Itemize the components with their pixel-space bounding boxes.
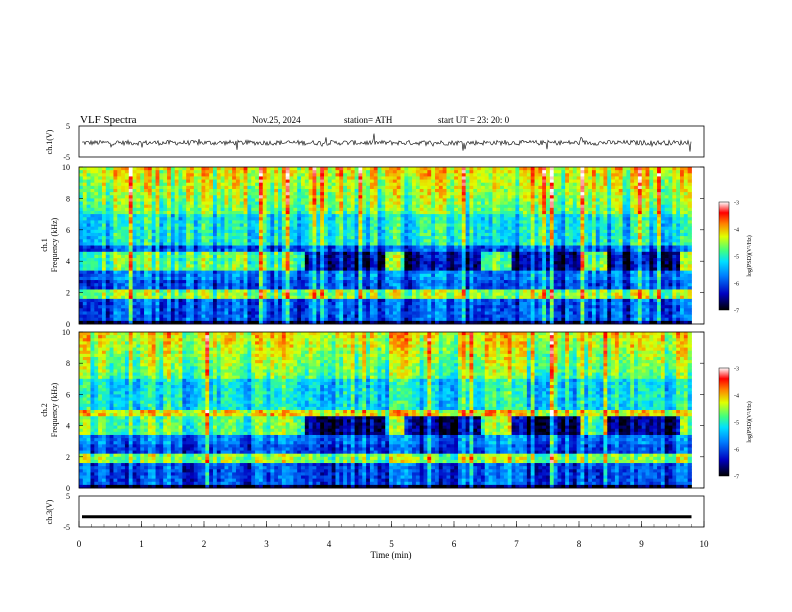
colorbar-tick-label: -4: [734, 394, 739, 400]
xtick-label: 3: [264, 539, 269, 549]
ytick-label: 6: [66, 390, 70, 399]
ytick-label: 4: [66, 422, 70, 431]
colorbar-tick-label: -5: [734, 255, 739, 261]
colorbar-tick-label: -6: [734, 282, 739, 288]
spec1-ylabel-line2: Frequency (kHz): [50, 217, 59, 272]
colorbar-tick-label: -6: [734, 448, 739, 454]
colorbar-ch2-gradient: [718, 367, 730, 477]
ch1-ylabel: ch.1(V): [45, 129, 54, 154]
ytick-label: 10: [62, 163, 70, 172]
colorbar-tick-label: -5: [734, 421, 739, 427]
ch1-ytick-bottom: -5: [63, 153, 70, 162]
panel-ch2-spectrogram: 0 2 4 6 8 10 ch.2 Frequency (kHz): [40, 328, 705, 493]
ytick-label: 0: [66, 320, 70, 329]
xtick-label: 6: [452, 539, 457, 549]
start-time-label: start UT = 23: 20: 0: [438, 115, 510, 125]
x-axis: 0 1 2 3 4 5 6 7 8 9 10: [77, 521, 709, 549]
colorbar-tick-label: -3: [734, 367, 739, 373]
spec1-ylabel-line1: ch.1: [40, 238, 49, 252]
station-label: station= ATH: [344, 115, 393, 125]
panel-ch3-waveform: 5 -5 ch.3(V): [45, 492, 705, 532]
colorbar-ch1-label: log(PSD)(V²/Hz): [746, 235, 753, 276]
ch1-spectrogram-image: [79, 167, 692, 325]
colorbar-ch2-label: log(PSD)(V²/Hz): [746, 401, 753, 442]
x-axis-label: Time (min): [371, 550, 412, 560]
xtick-label: 0: [77, 539, 82, 549]
colorbar-ch1-gradient: [718, 201, 730, 311]
xtick-label: 1: [139, 539, 144, 549]
ch3-ytick-top: 5: [66, 492, 70, 501]
spec2-ylabel-line2: Frequency (kHz): [50, 382, 59, 437]
ch1-ytick-top: 5: [66, 122, 70, 131]
ytick-label: 2: [66, 453, 70, 462]
spec2-ylabel-line1: ch.2: [40, 403, 49, 417]
date-label: Nov.25, 2024: [252, 115, 301, 125]
ytick-label: 8: [66, 359, 70, 368]
ch3-ylabel: ch.3(V): [45, 499, 54, 524]
panel-ch1-spectrogram-frame: [78, 166, 705, 325]
panel-ch1-waveform: 5 -5 ch.1(V): [45, 122, 705, 162]
colorbar-tick-label: -4: [734, 228, 739, 234]
ytick-label: 2: [66, 289, 70, 298]
xtick-label: 10: [700, 539, 710, 549]
figure-title: VLF Spectra: [80, 114, 137, 126]
xtick-label: 7: [514, 539, 519, 549]
ytick-label: 6: [66, 226, 70, 235]
colorbar-tick-label: -7: [734, 309, 739, 315]
colorbar-ch1: -3 -4 -5 -6 -7 log(PSD)(V²/Hz): [718, 201, 753, 315]
xtick-label: 9: [639, 539, 644, 549]
xtick-label: 2: [202, 539, 207, 549]
ytick-label: 4: [66, 257, 70, 266]
panel-ch2-spectrogram-frame: [78, 331, 705, 489]
ytick-label: 10: [62, 328, 70, 337]
ch3-ytick-bottom: -5: [63, 523, 70, 532]
panel-ch1-spectrogram: 0 2 4 6 8 10 ch.1 Frequency (kHz): [40, 163, 705, 329]
ytick-label: 0: [66, 484, 70, 493]
colorbar-tick-label: -7: [734, 475, 739, 481]
ch2-spectrogram-image: [79, 332, 692, 489]
xtick-label: 5: [389, 539, 394, 549]
colorbar-ch2: -3 -4 -5 -6 -7 log(PSD)(V²/Hz): [718, 367, 753, 481]
ch1-waveform-line: [81, 133, 692, 152]
xtick-label: 4: [327, 539, 332, 549]
xtick-label: 8: [577, 539, 582, 549]
colorbar-tick-label: -3: [734, 201, 739, 207]
ytick-label: 8: [66, 194, 70, 203]
